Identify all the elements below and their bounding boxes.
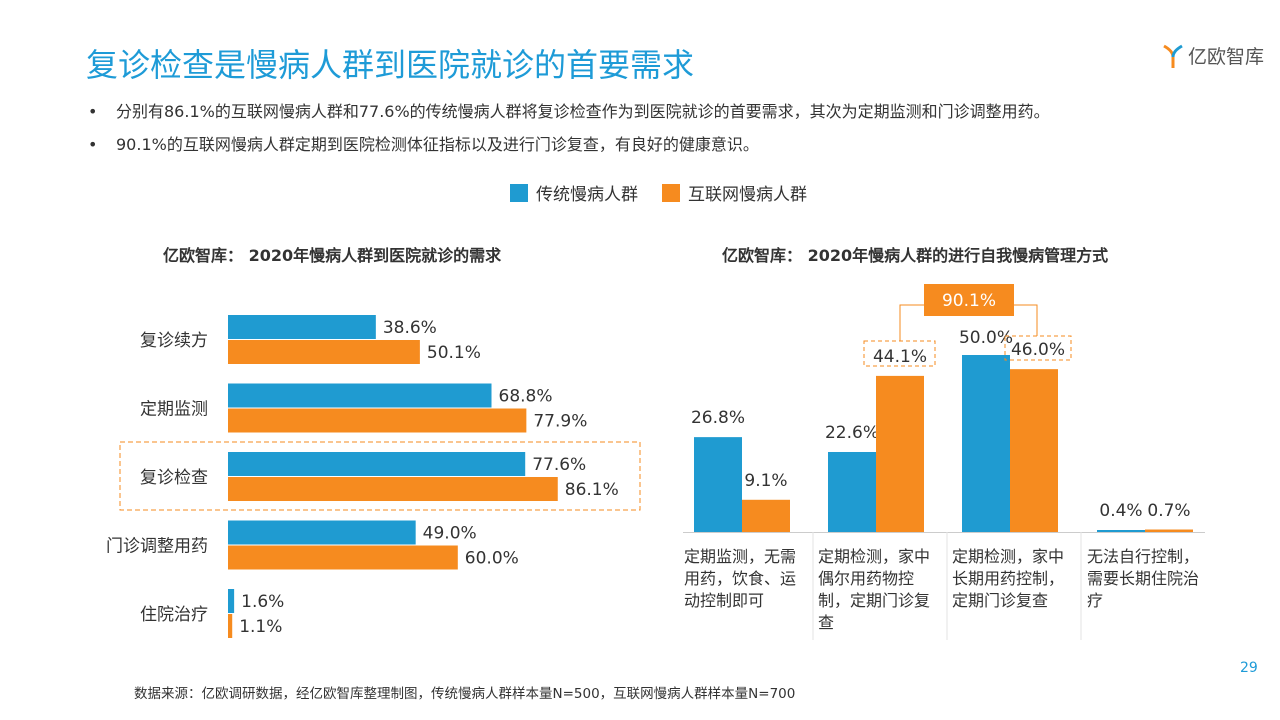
legend-label: 传统慢病人群 [536, 185, 638, 205]
annotation-label: 90.1% [942, 291, 996, 311]
data-label: 46.0% [1011, 340, 1065, 360]
bar [228, 408, 527, 433]
logo-text: 亿欧智库 [1188, 46, 1265, 68]
bullet-text: 90.1%的互联网慢病人群定期到医院检测体征指标以及进行门诊复查，有良好的健康意… [116, 135, 759, 154]
category-label: 复诊检查 [140, 468, 208, 488]
bar [228, 477, 558, 501]
data-label: 22.6% [825, 423, 879, 443]
data-label: 38.6% [383, 318, 437, 338]
bar [694, 437, 742, 532]
bar [1145, 529, 1193, 532]
highlight-box [119, 441, 641, 511]
bar [228, 614, 233, 638]
left-chart: 复诊续方 38.6% 50.1% 定期监测 68.8% 77.9% 复诊检查 77.6% 86.… [106, 315, 641, 638]
right-chart-title: 亿欧智库： 2020年慢病人群的进行自我慢病管理方式 [722, 246, 1109, 265]
page-number: 29 [1240, 660, 1258, 676]
logo: 亿欧智库 [1162, 42, 1264, 69]
data-label: 1.1% [239, 617, 282, 637]
bar [228, 340, 420, 364]
bar [228, 545, 458, 570]
category-label: 门诊调整用药 [106, 537, 208, 557]
page-title: 复诊检查是慢病人群到医院就诊的首要需求 [86, 46, 695, 84]
bar [228, 383, 492, 408]
bar [828, 451, 876, 532]
legend-label: 互联网慢病人群 [688, 185, 807, 205]
data-label: 1.6% [241, 592, 284, 612]
data-label: 49.0% [423, 524, 477, 544]
bar [1097, 530, 1145, 532]
legend: 传统慢病人群 互联网慢病人群 [510, 180, 807, 205]
legend-swatch [510, 183, 528, 202]
bar [228, 520, 416, 545]
category-label: 住院治疗 [140, 605, 208, 625]
bar [228, 315, 376, 339]
x-category-label: 定期检测，家中长期用药控制，定期门诊复查 [952, 547, 1065, 610]
bullet-text: 分别有86.1%的互联网慢病人群和77.6%的传统慢病人群将复诊检查作为到医院就… [116, 102, 1050, 121]
x-category-label: 无法自行控制，需要长期住院治疗 [1087, 547, 1200, 610]
x-category-label: 定期检测，家中偶尔用药物控制，定期门诊复查 [818, 547, 931, 632]
data-label: 86.1% [565, 480, 619, 500]
logo-icon [1163, 44, 1183, 68]
annotation-box [924, 284, 1014, 316]
data-label: 68.8% [499, 387, 553, 407]
bullet-1: • 分别有86.1%的互联网慢病人群和77.6%的传统慢病人群将复诊检查作为到医院… [88, 102, 1050, 121]
source-note: 数据来源：亿欧调研数据，经亿欧智库整理制图，传统慢病人群样本量N=500，互联网… [134, 686, 796, 702]
data-label: 50.0% [959, 328, 1013, 348]
category-label: 复诊续方 [140, 331, 208, 351]
x-category-label: 定期监测，无需用药，饮食、运动控制即可 [684, 547, 797, 610]
data-label: 0.4% [1099, 501, 1142, 521]
data-label: 26.8% [691, 408, 745, 428]
left-chart-title: 亿欧智库： 2020年慢病人群到医院就诊的需求 [163, 246, 502, 265]
highlight-box [1004, 335, 1072, 361]
data-label: 60.0% [465, 549, 519, 569]
category-label: 定期监测 [140, 400, 208, 420]
data-label: 9.1% [744, 471, 787, 491]
data-label: 77.6% [532, 455, 586, 475]
bar [228, 452, 526, 476]
legend-swatch [662, 183, 680, 202]
bar [742, 499, 790, 532]
legend-item: 传统慢病人群 [510, 180, 638, 205]
bullet-2: • 90.1%的互联网慢病人群定期到医院检测体征指标以及进行门诊复查，有良好的健康… [88, 135, 759, 154]
legend-item: 互联网慢病人群 [662, 180, 807, 205]
bar [962, 355, 1010, 532]
bar [1010, 369, 1058, 532]
data-label: 77.9% [533, 412, 587, 432]
right-chart: 26.8% 9.1% 22.6% 44.1% 50.0%46.0% 0.4% 0.7% 90.… [683, 284, 1205, 640]
data-label: 50.1% [427, 343, 481, 363]
bar [876, 375, 924, 532]
bar [228, 589, 235, 613]
data-label: 0.7% [1147, 501, 1190, 521]
data-label: 44.1% [873, 347, 927, 367]
